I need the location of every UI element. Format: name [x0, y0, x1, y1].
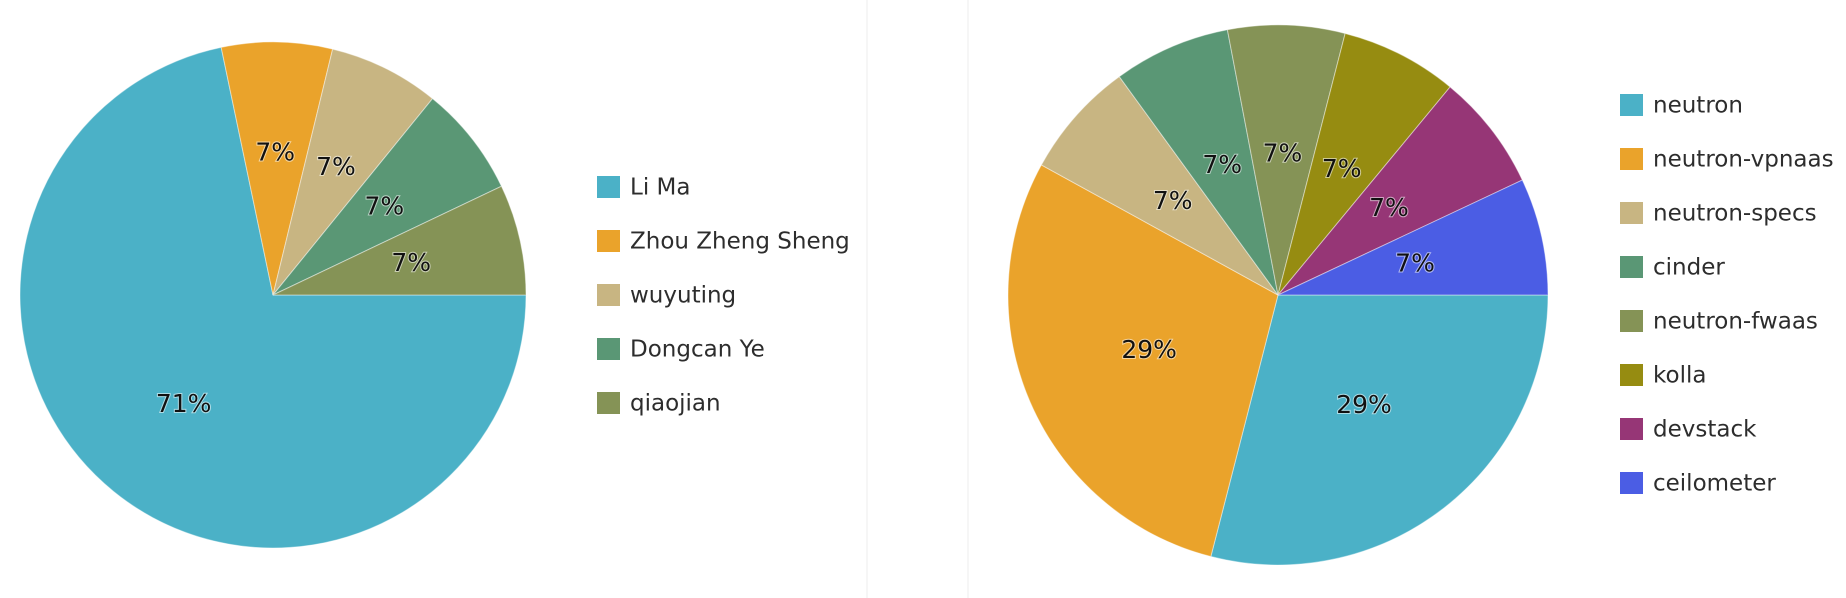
legend-label: ceilometer	[1653, 471, 1776, 497]
legend-label: Dongcan Ye	[630, 337, 765, 363]
pie-slice-neutron[interactable]	[1210, 294, 1549, 566]
pie-slice-dongcan-ye[interactable]	[272, 97, 503, 296]
legend-item-zhou-zheng-sheng[interactable]: Zhou Zheng Sheng	[597, 229, 850, 255]
legend-swatch	[1620, 364, 1643, 386]
legend-swatch	[1620, 94, 1643, 116]
pie-slice-neutron-fwaas[interactable]	[1226, 24, 1346, 296]
legend-item-wuyuting[interactable]: wuyuting	[597, 283, 736, 309]
slice-percent-label: 29%	[1336, 390, 1392, 419]
pie-slice-neutron-vpnaas[interactable]	[1007, 164, 1279, 558]
legend-label: qiaojian	[630, 391, 721, 417]
slice-percent-label: 7%	[1369, 193, 1409, 222]
slice-percent-label: 7%	[365, 191, 405, 220]
pie-slice-cinder[interactable]	[1118, 29, 1279, 296]
legend-swatch	[597, 284, 620, 306]
legend-item-neutron-vpnaas[interactable]: neutron-vpnaas	[1620, 147, 1834, 173]
legend-swatch	[1620, 202, 1643, 224]
pie-slice-zhou-zheng-sheng[interactable]	[220, 41, 334, 296]
legend-swatch	[1620, 418, 1643, 440]
legend-label: neutron	[1653, 93, 1743, 119]
slice-percent-label: 7%	[1153, 186, 1193, 215]
slice-percent-label: 7%	[1322, 154, 1362, 183]
legend-label: cinder	[1653, 255, 1725, 281]
slice-percent-label: 7%	[1202, 150, 1242, 179]
legend-label: Zhou Zheng Sheng	[630, 229, 850, 255]
legend-label: Li Ma	[630, 175, 690, 201]
legend-swatch	[597, 338, 620, 360]
legend-swatch	[1620, 256, 1643, 278]
legend-item-neutron[interactable]: neutron	[1620, 93, 1743, 119]
slice-percent-label: 7%	[255, 137, 295, 166]
legend-label: neutron-fwaas	[1653, 309, 1818, 335]
legend-item-neutron-specs[interactable]: neutron-specs	[1620, 201, 1817, 227]
pie-slice-li-ma[interactable]	[19, 46, 527, 549]
legend-label: neutron-specs	[1653, 201, 1817, 227]
legend-swatch	[597, 392, 620, 414]
slice-percent-label: 7%	[1263, 139, 1303, 168]
pie-slice-qiaojian[interactable]	[272, 185, 527, 296]
legend-item-neutron-fwaas[interactable]: neutron-fwaas	[1620, 309, 1818, 335]
legend-item-cinder[interactable]: cinder	[1620, 255, 1725, 281]
legend-swatch	[1620, 310, 1643, 332]
legend-swatch	[597, 176, 620, 198]
slice-percent-label: 7%	[316, 152, 356, 181]
pie-slice-wuyuting[interactable]	[272, 48, 434, 296]
legend-item-qiaojian[interactable]: qiaojian	[597, 391, 721, 417]
pie-slice-devstack[interactable]	[1277, 86, 1523, 296]
author-pie-chart: 71% 7% 7% 7% 7% Li Ma Zhou Zheng Sheng wuyuting…	[19, 41, 850, 549]
legend-item-devstack[interactable]: devstack	[1620, 417, 1757, 443]
legend-item-dongcan-ye[interactable]: Dongcan Ye	[597, 337, 765, 363]
legend-label: kolla	[1653, 363, 1706, 389]
legend-label: devstack	[1653, 417, 1757, 443]
legend-item-ceilometer[interactable]: ceilometer	[1620, 471, 1776, 497]
legend-item-li-ma[interactable]: Li Ma	[597, 175, 690, 201]
legend-swatch	[1620, 148, 1643, 170]
legend-swatch	[1620, 472, 1643, 494]
slice-percent-label: 71%	[156, 389, 212, 418]
legend-label: wuyuting	[630, 283, 736, 309]
legend-swatch	[597, 230, 620, 252]
slice-percent-label: 7%	[391, 248, 431, 277]
pie-slice-neutron-specs[interactable]	[1040, 75, 1279, 296]
pie-slice-kolla[interactable]	[1277, 32, 1451, 296]
slice-percent-label: 29%	[1121, 335, 1177, 364]
project-pie-chart: 29%29%7%7% 7%7%7%7%neutronneutron-vpnaasn…	[1007, 24, 1834, 566]
legend-label: neutron-vpnaas	[1653, 147, 1834, 173]
legend-item-kolla[interactable]: kolla	[1620, 363, 1706, 389]
pie-slice-ceilometer[interactable]	[1277, 179, 1549, 296]
slice-percent-label: 7%	[1395, 248, 1435, 277]
